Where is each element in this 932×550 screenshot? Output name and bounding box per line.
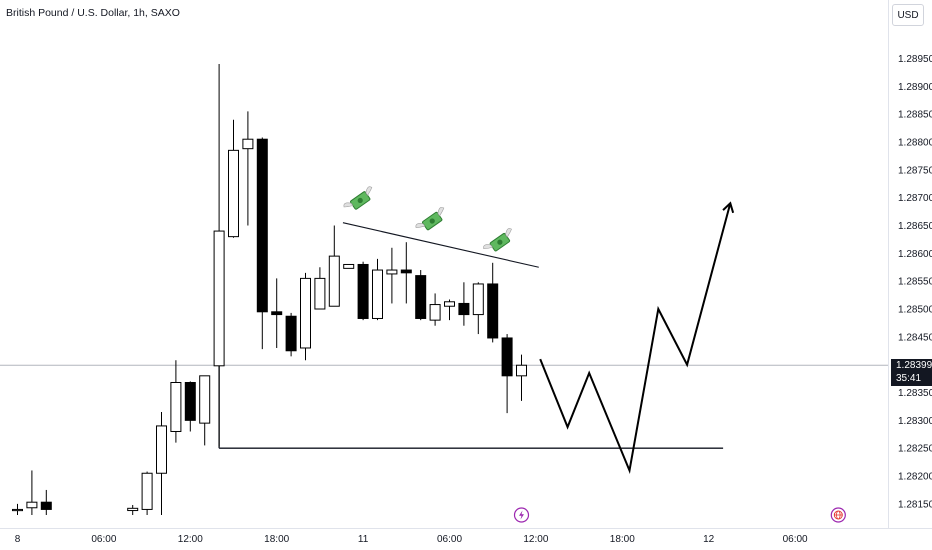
price-tick-label: 1.28600 [898, 249, 932, 260]
candle-body [242, 138, 254, 150]
price-tick-label: 1.28800 [898, 137, 932, 148]
candle-body [357, 263, 369, 319]
candle-body [12, 508, 23, 512]
candle-body [285, 315, 297, 352]
candle-body [472, 283, 484, 316]
candle-body [40, 501, 52, 510]
candle-body [199, 375, 211, 424]
banknote-center [357, 197, 363, 204]
wing-right [505, 228, 512, 238]
candle-body [501, 337, 513, 377]
candle-body [256, 138, 268, 313]
lightning-glyph [519, 510, 524, 520]
candle-body [400, 269, 412, 274]
wing-left [343, 202, 354, 208]
wing-left [483, 244, 494, 249]
time-tick-label: 11 [358, 534, 369, 545]
banknote-center [497, 239, 503, 245]
bar-countdown: 35:41 [896, 373, 922, 384]
price-tick-label: 1.28350 [898, 388, 932, 399]
chart-grid [0, 0, 932, 529]
candle-body [156, 425, 167, 474]
candle-body [429, 304, 441, 321]
time-tick-label: 12:00 [178, 534, 203, 545]
candle-body [170, 381, 182, 432]
globe-meridian [836, 510, 841, 520]
globe-icon[interactable] [830, 507, 846, 523]
wing-left [415, 223, 426, 228]
money-wings-icon [483, 228, 512, 252]
candle-body [444, 301, 455, 307]
money-wings-icon [343, 186, 373, 210]
price-tick-label: 1.28950 [898, 54, 932, 65]
candle-body [26, 501, 38, 509]
drawing-layer [218, 365, 724, 449]
candle-body [127, 507, 139, 512]
price-tick-label: 1.28500 [898, 305, 932, 316]
price-tick-label: 1.28250 [898, 444, 932, 455]
currency-button[interactable]: USD [892, 4, 924, 26]
wing-right [437, 206, 445, 217]
lightning-icon[interactable] [513, 507, 530, 523]
price-tick-label: 1.28200 [898, 472, 932, 483]
projection-arrowhead [722, 201, 735, 214]
time-tick-label: 8 [15, 534, 21, 545]
candle-body [300, 277, 311, 349]
candle-body [213, 230, 225, 367]
candle-body [328, 255, 340, 307]
candle-body [184, 381, 196, 421]
candle-body [415, 275, 427, 319]
time-tick-label: 18:00 [610, 534, 635, 545]
time-tick-label: 06:00 [783, 534, 808, 545]
candle-body [458, 302, 470, 316]
time-axis[interactable]: 8 06:00 12:00 18:00 11 06:00 12:00 18:00 12 06:00 [15, 534, 808, 545]
events-layer [513, 507, 846, 523]
price-axis[interactable]: 1.28950 1.28900 1.28850 1.28800 1.28750 1.287… [898, 54, 932, 510]
price-tick-label: 1.28300 [898, 416, 932, 427]
candle-body [314, 277, 326, 310]
candle-body [386, 269, 398, 275]
wing-right [365, 186, 373, 196]
candle-body [271, 311, 283, 316]
drawing-overlay [342, 186, 735, 475]
price-tick-label: 1.28900 [898, 82, 932, 93]
time-tick-label: 12:00 [523, 534, 548, 545]
candle-body [228, 149, 239, 238]
price-tick-label: 1.28850 [898, 110, 932, 121]
price-tick-label: 1.28450 [898, 332, 932, 343]
time-tick-label: 18:00 [264, 534, 289, 545]
time-tick-label: 12 [703, 534, 715, 545]
candle-body [372, 269, 383, 319]
last-price-tag: 1.28399 35:41 [891, 359, 932, 386]
price-tick-label: 1.28700 [898, 193, 932, 204]
money-wings-icon [415, 206, 445, 231]
price-tick-label: 1.28750 [898, 165, 932, 176]
candle-body [141, 472, 153, 510]
time-tick-label: 06:00 [91, 534, 116, 545]
banknote-center [429, 218, 435, 224]
time-tick-label: 06:00 [437, 534, 462, 545]
chart-title: British Pound / U.S. Dollar, 1h, SAXO [6, 7, 180, 19]
price-tick-label: 1.28550 [898, 277, 932, 288]
candle-body [343, 263, 355, 269]
descending-trendline [342, 222, 539, 268]
candle-body [516, 364, 527, 377]
candles-layer [12, 64, 527, 515]
candle-body [487, 283, 499, 339]
price-tick-label: 1.28150 [898, 499, 932, 510]
projection-path [539, 202, 732, 475]
price-tick-label: 1.28650 [898, 221, 932, 232]
last-price-value: 1.28399 [896, 360, 932, 371]
